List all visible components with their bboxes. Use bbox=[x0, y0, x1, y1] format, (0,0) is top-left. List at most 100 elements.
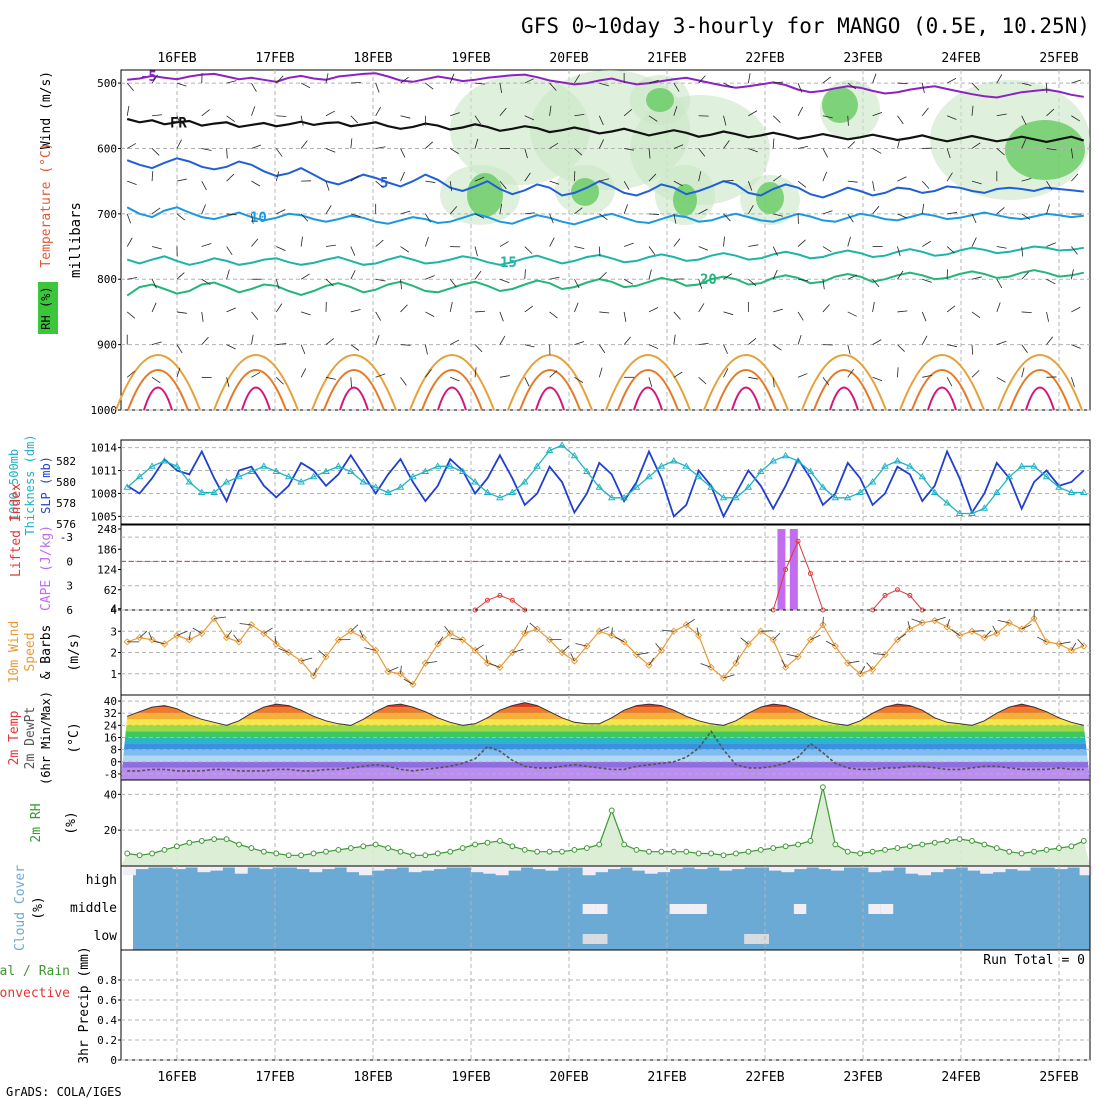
wind-barb bbox=[275, 303, 283, 313]
wind-barb bbox=[375, 311, 382, 321]
cloud-high-gap bbox=[234, 866, 248, 874]
wind-barb bbox=[1071, 246, 1078, 255]
wind-barb bbox=[673, 106, 678, 116]
wind-speed-point bbox=[396, 670, 405, 678]
wind-barb bbox=[489, 663, 501, 668]
wind-barb bbox=[574, 279, 580, 289]
cape-tick-label: 248 bbox=[97, 523, 117, 536]
wind-barb bbox=[648, 377, 653, 388]
wind-speed-point bbox=[844, 659, 852, 667]
rh-point bbox=[857, 850, 864, 857]
rh-point bbox=[745, 848, 752, 855]
thickness-point bbox=[1042, 472, 1051, 480]
wind-barb bbox=[400, 76, 409, 84]
temperature-contour-warm bbox=[507, 354, 593, 411]
wind-barb bbox=[723, 180, 734, 182]
temp-band bbox=[121, 755, 1090, 762]
wind-barb bbox=[673, 213, 677, 224]
wind-barb bbox=[524, 305, 534, 313]
wind-barb bbox=[450, 638, 463, 641]
thickness-point bbox=[595, 483, 604, 490]
wind-speed-point bbox=[272, 640, 280, 648]
thickness-tick-label: 582 bbox=[56, 455, 76, 468]
wind-barb bbox=[810, 634, 821, 641]
wind-barb bbox=[673, 144, 684, 149]
wind-speed-point bbox=[781, 663, 790, 672]
wind-barb bbox=[313, 667, 318, 677]
wind-barb bbox=[1070, 377, 1075, 387]
thickness-point bbox=[309, 472, 318, 480]
wind-barb bbox=[201, 204, 206, 214]
wind-barb bbox=[698, 377, 707, 385]
li-point bbox=[783, 567, 789, 573]
wind-barb bbox=[226, 307, 236, 313]
temp-band bbox=[121, 731, 1090, 738]
wind-barb bbox=[325, 244, 336, 247]
wind-barb bbox=[648, 115, 658, 122]
wind-barb bbox=[274, 635, 277, 645]
rh-point bbox=[484, 839, 491, 846]
wind-label: 10m Wind bbox=[7, 621, 22, 684]
wind-barb bbox=[847, 141, 856, 149]
li-point bbox=[907, 592, 913, 598]
wind-barb bbox=[847, 368, 854, 378]
wind-barb bbox=[325, 181, 330, 191]
wind-barb bbox=[822, 279, 825, 290]
wind-barb bbox=[474, 115, 481, 125]
wind-barb bbox=[400, 148, 406, 158]
wind-barb bbox=[748, 244, 759, 247]
wind-barb bbox=[226, 630, 233, 638]
thickness-point bbox=[471, 478, 479, 485]
wind-speed-point bbox=[570, 657, 579, 665]
wind-barb bbox=[574, 302, 579, 313]
wind-barb bbox=[226, 269, 230, 280]
thickness-point bbox=[123, 483, 132, 490]
rh-point bbox=[757, 846, 764, 853]
wind-barb bbox=[475, 82, 486, 85]
tick-label: 2 bbox=[110, 647, 117, 660]
rh-point bbox=[347, 845, 354, 851]
wind-barb bbox=[772, 632, 781, 641]
wind-barb bbox=[300, 273, 310, 280]
rh-point bbox=[670, 848, 677, 855]
wind-barb bbox=[364, 647, 376, 651]
wind-barb bbox=[748, 204, 754, 215]
thickness-point bbox=[545, 446, 554, 453]
thickness-point bbox=[980, 504, 989, 511]
wind-barb bbox=[524, 269, 526, 280]
wind-barb bbox=[797, 373, 808, 378]
wind-barb bbox=[1070, 269, 1074, 280]
wind-barb bbox=[598, 115, 604, 126]
wind-barb bbox=[350, 81, 361, 84]
wind-barb bbox=[921, 82, 925, 93]
wind-barb bbox=[359, 629, 364, 638]
li-line bbox=[772, 539, 824, 611]
wind-barb bbox=[997, 620, 1010, 624]
wind-barb bbox=[499, 180, 507, 190]
thickness-point bbox=[843, 493, 852, 501]
cloud-high-gap bbox=[446, 866, 459, 868]
thickness-point bbox=[1067, 488, 1076, 495]
cloud-high-gap bbox=[383, 866, 397, 870]
temperature-contour-hot bbox=[241, 386, 271, 411]
cloud-label: Cloud Cover bbox=[13, 865, 28, 951]
rh-point bbox=[770, 845, 777, 851]
thickness-line bbox=[126, 444, 1084, 515]
wind-barb bbox=[1046, 278, 1056, 285]
thickness-point bbox=[483, 488, 492, 495]
wind-barb bbox=[126, 237, 133, 247]
wind-barb bbox=[425, 213, 432, 223]
wind-speed-point bbox=[1005, 619, 1013, 627]
wind-barb bbox=[424, 344, 428, 355]
wind-barb bbox=[797, 180, 807, 188]
wind-barb bbox=[176, 213, 186, 221]
date-label-bottom: 18FEB bbox=[353, 1070, 392, 1085]
rh-point bbox=[236, 841, 242, 848]
thickness-point bbox=[993, 488, 1001, 495]
cloud-high-gap bbox=[781, 866, 795, 873]
wind-barb bbox=[275, 279, 280, 289]
wind-barb bbox=[226, 213, 237, 216]
wind-barb bbox=[897, 138, 901, 149]
wind-barb bbox=[748, 376, 759, 380]
temperature-contour-warm bbox=[323, 369, 385, 411]
